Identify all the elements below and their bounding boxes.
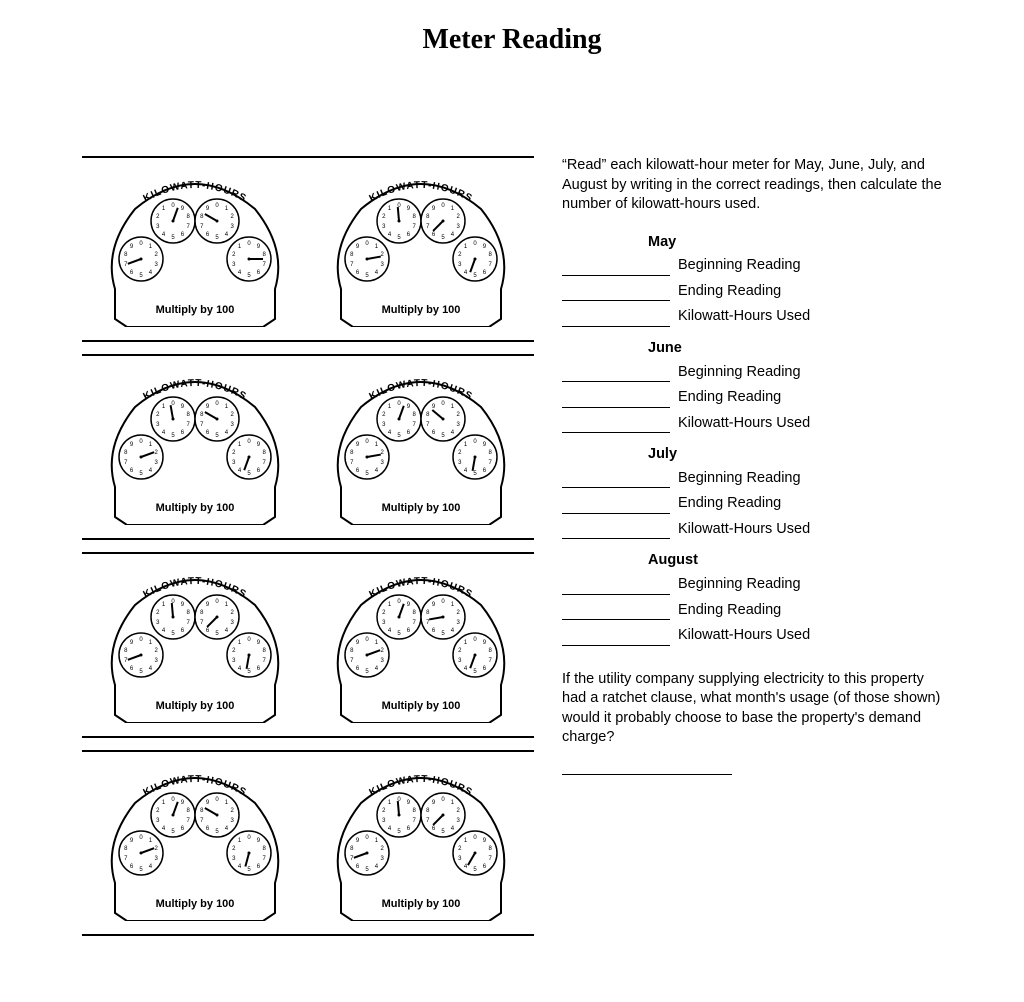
answer-blank[interactable] xyxy=(562,471,670,488)
meter-row: KILOWATT-HOURS 0987654321012345678901234… xyxy=(82,750,534,936)
answer-label: Beginning Reading xyxy=(678,256,801,276)
answer-label: Ending Reading xyxy=(678,282,781,302)
answer-blank[interactable] xyxy=(562,578,670,595)
answer-label: Ending Reading xyxy=(678,494,781,514)
month-heading: June xyxy=(648,339,942,359)
answer-line: Ending Reading xyxy=(562,494,942,514)
answer-blank[interactable] xyxy=(562,497,670,514)
answer-blank[interactable] xyxy=(562,603,670,620)
answer-line: Ending Reading xyxy=(562,282,942,302)
meter-column: KILOWATT-HOURS 0987654321012345678901234… xyxy=(82,156,534,948)
answer-blank[interactable] xyxy=(562,284,670,301)
ratchet-answer-blank[interactable] xyxy=(562,758,732,775)
answer-blank[interactable] xyxy=(562,310,670,327)
answer-line: Beginning Reading xyxy=(562,469,942,489)
meter-unit: KILOWATT-HOURS 0987654321012345678901234… xyxy=(316,758,526,928)
answer-column: “Read” each kilowatt-hour meter for May,… xyxy=(562,156,942,948)
multiply-label: Multiply by 100 xyxy=(90,502,300,514)
answer-blank[interactable] xyxy=(562,365,670,382)
multiply-label: Multiply by 100 xyxy=(90,304,300,316)
answer-label: Kilowatt-Hours Used xyxy=(678,626,810,646)
answer-blank[interactable] xyxy=(562,391,670,408)
meter-unit: KILOWATT-HOURS 0987654321012345678901234… xyxy=(90,758,300,928)
answer-label: Beginning Reading xyxy=(678,575,801,595)
meter-unit: KILOWATT-HOURS 0987654321012345678901234… xyxy=(90,164,300,334)
answer-blank[interactable] xyxy=(562,416,670,433)
answer-label: Beginning Reading xyxy=(678,363,801,383)
answer-line: Beginning Reading xyxy=(562,363,942,383)
answer-label: Kilowatt-Hours Used xyxy=(678,307,810,327)
meter-row: KILOWATT-HOURS 0987654321012345678901234… xyxy=(82,552,534,738)
meter-unit: KILOWATT-HOURS 0987654321012345678901234… xyxy=(316,560,526,730)
meter-row: KILOWATT-HOURS 0987654321012345678901234… xyxy=(82,354,534,540)
answer-label: Kilowatt-Hours Used xyxy=(678,414,810,434)
answer-line: Ending Reading xyxy=(562,388,942,408)
answer-line: Kilowatt-Hours Used xyxy=(562,520,942,540)
month-heading: August xyxy=(648,551,942,571)
meter-unit: KILOWATT-HOURS 0987654321012345678901234… xyxy=(90,362,300,532)
meter-row: KILOWATT-HOURS 0987654321012345678901234… xyxy=(82,156,534,342)
instructions-text: “Read” each kilowatt-hour meter for May,… xyxy=(562,156,942,215)
answer-blank[interactable] xyxy=(562,629,670,646)
answer-line: Kilowatt-Hours Used xyxy=(562,414,942,434)
multiply-label: Multiply by 100 xyxy=(316,502,526,514)
answer-line: Kilowatt-Hours Used xyxy=(562,307,942,327)
answer-blank[interactable] xyxy=(562,259,670,276)
answer-line: Ending Reading xyxy=(562,601,942,621)
answer-label: Beginning Reading xyxy=(678,469,801,489)
answer-label: Ending Reading xyxy=(678,601,781,621)
multiply-label: Multiply by 100 xyxy=(316,898,526,910)
multiply-label: Multiply by 100 xyxy=(90,700,300,712)
month-heading: May xyxy=(648,233,942,253)
ratchet-question: If the utility company supplying electri… xyxy=(562,670,942,748)
multiply-label: Multiply by 100 xyxy=(316,700,526,712)
answer-label: Kilowatt-Hours Used xyxy=(678,520,810,540)
month-heading: July xyxy=(648,445,942,465)
multiply-label: Multiply by 100 xyxy=(316,304,526,316)
page-title: Meter Reading xyxy=(0,24,1024,56)
answer-line: Beginning Reading xyxy=(562,575,942,595)
meter-unit: KILOWATT-HOURS 0987654321012345678901234… xyxy=(90,560,300,730)
answer-line: Beginning Reading xyxy=(562,256,942,276)
meter-unit: KILOWATT-HOURS 0987654321012345678901234… xyxy=(316,362,526,532)
meter-unit: KILOWATT-HOURS 0987654321012345678901234… xyxy=(316,164,526,334)
multiply-label: Multiply by 100 xyxy=(90,898,300,910)
answer-label: Ending Reading xyxy=(678,388,781,408)
answer-blank[interactable] xyxy=(562,522,670,539)
answer-line: Kilowatt-Hours Used xyxy=(562,626,942,646)
